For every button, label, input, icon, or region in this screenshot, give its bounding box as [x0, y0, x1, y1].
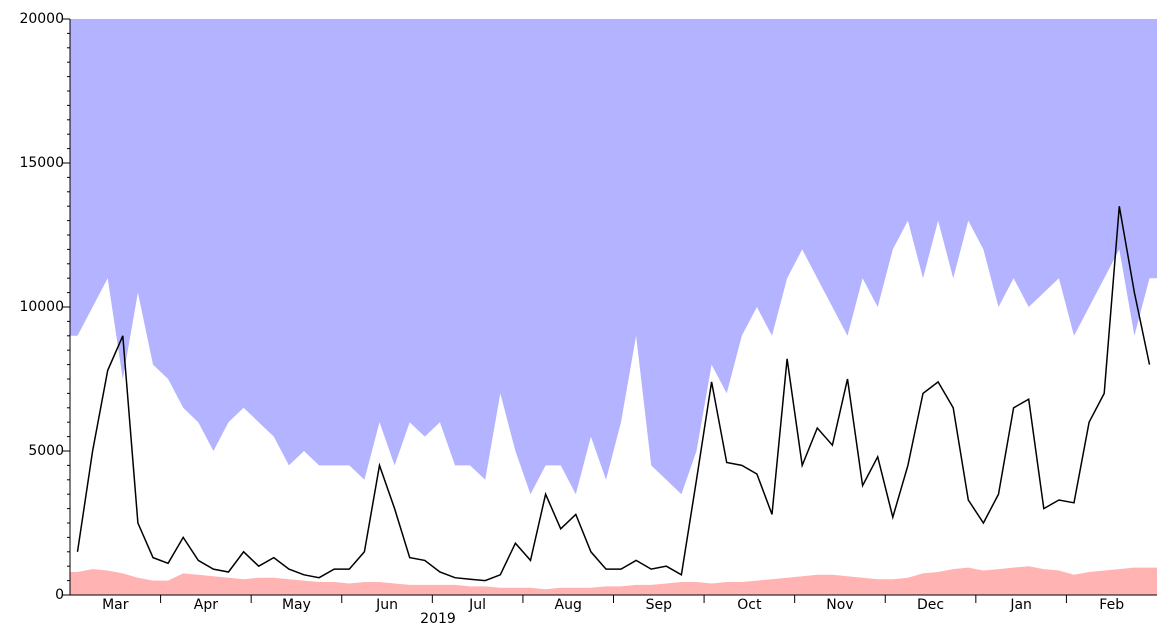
- x-tick-label: Jan: [1009, 597, 1032, 613]
- x-tick-label: May: [282, 597, 311, 613]
- data-line: [76, 206, 1151, 582]
- y-tick-label: 5000: [28, 443, 64, 459]
- lower-area: [70, 566, 1157, 595]
- y-tick-label: 10000: [19, 299, 64, 315]
- x-tick-label: Jul: [468, 597, 486, 613]
- x-tick-label: Oct: [737, 597, 762, 613]
- x-tick-label: Nov: [826, 597, 853, 613]
- x-tick-label: Aug: [555, 597, 582, 613]
- x-tick-label: Apr: [194, 597, 218, 613]
- y-tick-label: 20000: [19, 11, 64, 27]
- x-tick-label: Jun: [375, 597, 398, 613]
- x-tick-label: Feb: [1099, 597, 1124, 613]
- y-tick-label: 0: [55, 587, 64, 603]
- x-tick-label: Mar: [102, 597, 129, 613]
- y-tick-label: 15000: [19, 155, 64, 171]
- x-tick-label: Dec: [917, 597, 944, 613]
- upper-area: [70, 19, 1157, 495]
- x-axis-label: 2019: [420, 611, 456, 627]
- x-tick-label: Sep: [646, 597, 673, 613]
